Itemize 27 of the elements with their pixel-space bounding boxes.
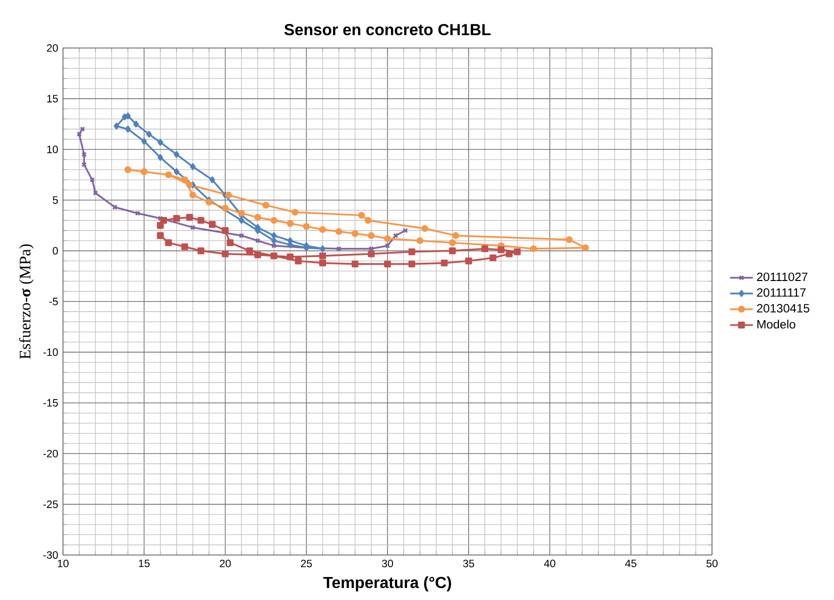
- y-tick-label: -10: [43, 348, 58, 356]
- y-tick-label: 15: [47, 94, 58, 102]
- x-tick-label: 35: [463, 560, 474, 568]
- y-tick-label: 10: [47, 146, 58, 154]
- x-tick-label: 50: [706, 560, 718, 568]
- legend-label: 20130415: [757, 304, 810, 313]
- chart-title: Sensor en concreto CH1BL: [284, 24, 491, 36]
- x-axis-title: Temperatura (°C): [323, 576, 452, 592]
- x-tick-label: 45: [625, 560, 636, 568]
- y-axis-title: Esfuerzo-σ (MPa): [19, 244, 34, 359]
- legend-label: 20111117: [757, 288, 806, 297]
- legend-label: Modelo: [757, 320, 796, 329]
- y-tick-label: -5: [49, 298, 58, 306]
- x-tick-label: 25: [300, 560, 312, 568]
- y-tick-label: 5: [52, 196, 58, 204]
- x-tick-label: 10: [58, 560, 69, 568]
- y-tick-label: -30: [43, 551, 58, 559]
- x-tick-label: 30: [382, 560, 394, 568]
- y-tick-label: -15: [43, 399, 58, 407]
- x-tick-label: 15: [139, 560, 150, 568]
- legend-label: 20111027: [757, 272, 808, 282]
- y-tick-label: 20: [46, 44, 58, 52]
- y-tick-label: 0: [52, 247, 58, 255]
- x-tick-label: 40: [544, 560, 556, 568]
- y-tick-label: -20: [43, 450, 58, 458]
- y-tick-label: -25: [43, 500, 58, 508]
- x-tick-label: 20: [220, 560, 231, 568]
